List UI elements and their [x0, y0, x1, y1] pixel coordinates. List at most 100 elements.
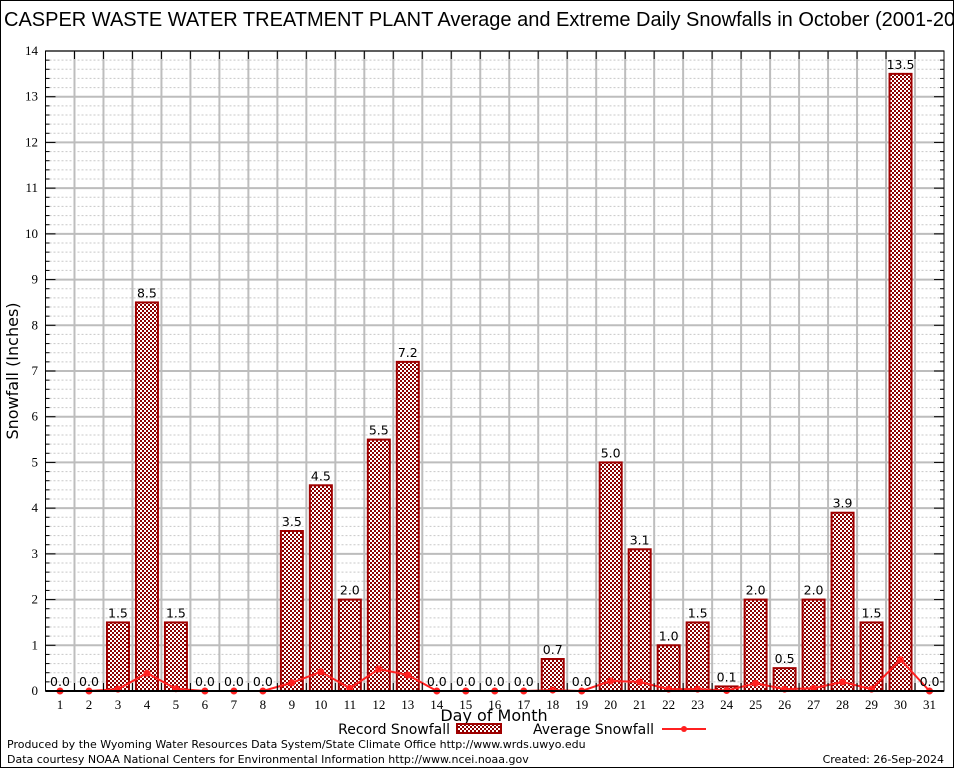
legend-record-swatch	[456, 723, 502, 734]
y-tick-label: 10	[25, 226, 38, 241]
legend-average-label: Average Snowfall	[533, 722, 654, 738]
record-value-label: 0.0	[79, 674, 99, 689]
y-tick-label: 14	[25, 43, 39, 58]
record-value-label: 1.5	[688, 605, 708, 620]
record-value-label: 1.0	[659, 628, 679, 643]
grid	[45, 50, 944, 692]
y-tick-label: 13	[25, 89, 38, 104]
y-tick-label: 11	[25, 180, 38, 195]
y-tick-label: 4	[32, 500, 39, 515]
record-value-label: 2.0	[746, 583, 766, 598]
record-value-label: 1.5	[108, 605, 128, 620]
record-value-label: 1.5	[166, 605, 186, 620]
record-value-label: 7.2	[398, 345, 418, 360]
record-bar	[656, 644, 681, 692]
x-tick-label: 12	[372, 697, 385, 712]
record-bar	[134, 301, 159, 692]
record-value-label: 2.0	[340, 583, 360, 598]
y-tick-label: 6	[32, 409, 39, 424]
x-tick-label: 18	[546, 697, 559, 712]
x-tick-label: 1	[57, 697, 64, 712]
y-tick-label: 8	[32, 317, 39, 332]
y-tick-label: 12	[25, 134, 38, 149]
y-axis-label: Snowfall (Inches)	[3, 302, 22, 439]
record-bar	[395, 360, 420, 692]
x-tick-label: 15	[459, 697, 472, 712]
x-tick-label: 20	[604, 697, 617, 712]
x-axis-label: Day of Month	[440, 706, 547, 725]
x-tick-label: 25	[749, 697, 762, 712]
legend: Record Snowfall Average Snowfall	[338, 722, 706, 738]
record-value-label: 0.0	[195, 674, 215, 689]
x-tick-label: 5	[173, 697, 180, 712]
record-bar	[279, 530, 304, 692]
data-labels: 0.0 0.0 1.5 8.5 1.5 0.0 0.0 0.0 3.5 4.5 2.0 5.5 7.2 0…	[50, 57, 939, 689]
x-tick-label: 16	[488, 697, 502, 712]
y-tick-label: 2	[32, 592, 39, 607]
record-value-label: 0.0	[514, 674, 534, 689]
average-point	[375, 665, 383, 673]
record-bar	[540, 658, 565, 692]
x-tick-label: 4	[144, 697, 151, 712]
x-tick-label: 6	[202, 697, 209, 712]
y-tick-label: 9	[32, 272, 39, 287]
record-value-label: 3.1	[630, 532, 650, 547]
record-value-label: 13.5	[887, 57, 915, 72]
y-tick-label: 7	[32, 363, 39, 378]
x-tick-label: 30	[894, 697, 907, 712]
x-tick-label: 28	[836, 697, 849, 712]
record-value-label: 0.0	[572, 674, 592, 689]
x-tick-label: 14	[430, 697, 444, 712]
average-point	[839, 678, 847, 686]
x-tick-label: 13	[401, 697, 414, 712]
record-value-label: 5.5	[369, 423, 389, 438]
x-tick-label: 17	[517, 697, 531, 712]
record-value-label: 3.9	[833, 496, 853, 511]
average-point	[752, 679, 760, 687]
record-bar	[366, 438, 391, 693]
record-bar	[743, 598, 768, 692]
record-bar	[598, 461, 623, 692]
record-bar	[163, 621, 188, 693]
x-tick-label: 29	[865, 697, 878, 712]
average-point	[897, 655, 905, 663]
record-value-label: 3.5	[282, 514, 302, 529]
chart-title: CASPER WASTE WATER TREATMENT PLANT Avera…	[4, 9, 954, 31]
record-bar	[830, 511, 855, 693]
average-point	[636, 678, 644, 686]
record-bar	[105, 621, 130, 693]
record-value-label: 0.7	[543, 642, 563, 657]
x-tick-label: 27	[807, 697, 821, 712]
record-value-label: 0.1	[717, 669, 737, 684]
record-value-label: 0.5	[775, 651, 795, 666]
x-tick-label: 7	[231, 697, 238, 712]
record-value-label: 1.5	[862, 605, 882, 620]
average-point	[143, 669, 151, 677]
x-tick-label: 2	[86, 697, 93, 712]
record-value-label: 0.0	[485, 674, 505, 689]
record-bar	[308, 484, 333, 692]
footer-created-date: Created: 26-Sep-2024	[823, 753, 944, 766]
legend-average-marker	[681, 726, 687, 732]
x-tick-label: 23	[691, 697, 704, 712]
y-tick-label: 0	[32, 683, 39, 698]
record-bar	[627, 548, 652, 692]
record-value-label: 0.0	[427, 674, 447, 689]
record-value-label: 4.5	[311, 468, 331, 483]
record-value-label: 2.0	[804, 583, 824, 598]
record-bar	[337, 598, 362, 692]
x-tick-label: 9	[289, 697, 296, 712]
x-tick-label: 11	[344, 697, 357, 712]
x-tick-label: 19	[575, 697, 588, 712]
record-value-label: 0.0	[253, 674, 273, 689]
x-tick-label: 21	[633, 697, 646, 712]
y-tick-label: 3	[32, 546, 39, 561]
record-value-label: 0.0	[50, 674, 70, 689]
record-bar	[888, 72, 913, 693]
x-tick-label: 24	[720, 697, 734, 712]
x-tick-label: 10	[314, 697, 327, 712]
record-value-label: 8.5	[137, 285, 157, 300]
average-point	[317, 668, 325, 676]
